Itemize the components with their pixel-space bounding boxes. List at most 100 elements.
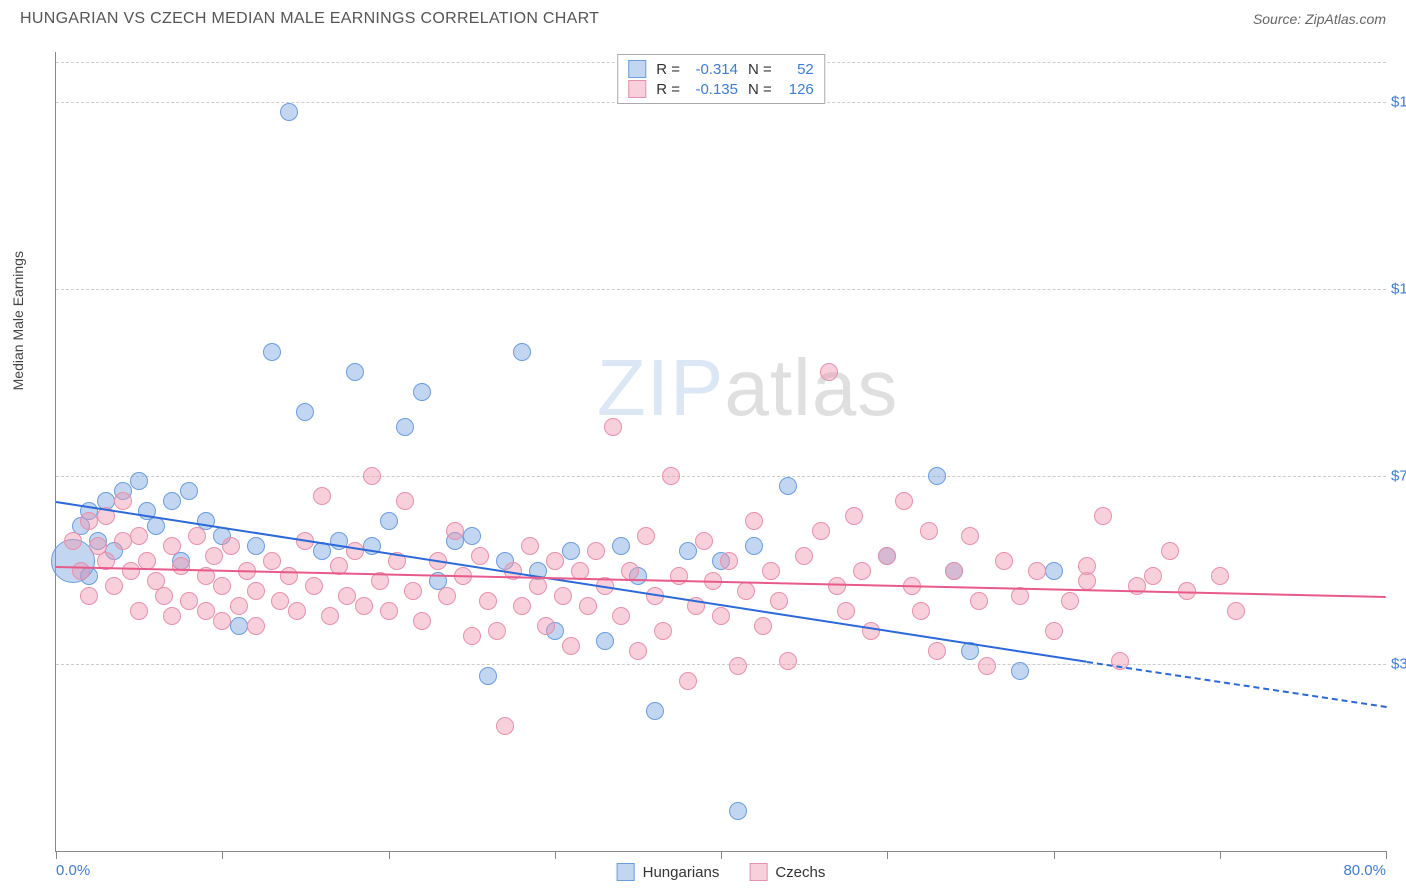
data-point — [1045, 562, 1063, 580]
data-point — [1211, 567, 1229, 585]
data-point — [313, 487, 331, 505]
data-point — [80, 512, 98, 530]
data-point — [64, 532, 82, 550]
data-point — [646, 702, 664, 720]
grid-line — [56, 476, 1386, 477]
data-point — [1078, 557, 1096, 575]
legend-swatch — [749, 863, 767, 881]
data-point — [263, 552, 281, 570]
data-point — [754, 617, 772, 635]
data-point — [1144, 567, 1162, 585]
stats-row: R =-0.314N =52 — [628, 59, 814, 79]
grid-line — [56, 289, 1386, 290]
data-point — [80, 587, 98, 605]
data-point — [213, 612, 231, 630]
stat-r-value: -0.314 — [690, 61, 738, 78]
data-point — [247, 617, 265, 635]
plot-area: ZIPatlas $37,500$75,000$112,500$150,0000… — [56, 52, 1386, 851]
data-point — [338, 587, 356, 605]
x-tick — [555, 851, 556, 859]
data-point — [288, 602, 306, 620]
data-point — [945, 562, 963, 580]
data-point — [479, 667, 497, 685]
data-point — [413, 612, 431, 630]
data-point — [513, 597, 531, 615]
y-tick-label: $150,000 — [1391, 93, 1406, 110]
x-tick — [721, 851, 722, 859]
data-point — [745, 537, 763, 555]
data-point — [654, 622, 672, 640]
watermark-atlas: atlas — [724, 343, 898, 432]
stat-n-label: N = — [748, 61, 772, 78]
data-point — [596, 632, 614, 650]
x-tick — [56, 851, 57, 859]
x-tick — [1054, 851, 1055, 859]
chart-container: Median Male Earnings ZIPatlas $37,500$75… — [55, 52, 1386, 852]
data-point — [396, 418, 414, 436]
data-point — [163, 492, 181, 510]
legend-label: Czechs — [775, 864, 825, 881]
data-point — [114, 532, 132, 550]
stat-r-label: R = — [656, 81, 680, 98]
data-point — [770, 592, 788, 610]
data-point — [629, 642, 647, 660]
data-point — [513, 343, 531, 361]
data-point — [604, 418, 622, 436]
data-point — [795, 547, 813, 565]
data-point — [562, 637, 580, 655]
data-point — [247, 582, 265, 600]
data-point — [820, 363, 838, 381]
data-point — [163, 607, 181, 625]
data-point — [828, 577, 846, 595]
x-tick — [887, 851, 888, 859]
stat-n-value: 52 — [782, 61, 814, 78]
data-point — [463, 627, 481, 645]
data-point — [878, 547, 896, 565]
data-point — [562, 542, 580, 560]
chart-source: Source: ZipAtlas.com — [1253, 11, 1386, 27]
y-tick-label: $75,000 — [1391, 468, 1406, 485]
data-point — [130, 527, 148, 545]
data-point — [720, 552, 738, 570]
data-point — [612, 607, 630, 625]
data-point — [912, 602, 930, 620]
data-point — [155, 587, 173, 605]
data-point — [271, 592, 289, 610]
data-point — [205, 547, 223, 565]
data-point — [1011, 662, 1029, 680]
data-point — [845, 507, 863, 525]
data-point — [296, 403, 314, 421]
data-point — [853, 562, 871, 580]
y-tick-label: $37,500 — [1391, 655, 1406, 672]
data-point — [247, 537, 265, 555]
data-point — [862, 622, 880, 640]
data-point — [637, 527, 655, 545]
legend-swatch — [628, 60, 646, 78]
data-point — [363, 467, 381, 485]
chart-header: HUNGARIAN VS CZECH MEDIAN MALE EARNINGS … — [0, 0, 1406, 36]
data-point — [1094, 507, 1112, 525]
data-point — [1128, 577, 1146, 595]
data-point — [105, 577, 123, 595]
data-point — [346, 363, 364, 381]
data-point — [978, 657, 996, 675]
data-point — [670, 567, 688, 585]
legend-swatch — [628, 80, 646, 98]
data-point — [928, 467, 946, 485]
data-point — [995, 552, 1013, 570]
data-point — [396, 492, 414, 510]
watermark: ZIPatlas — [597, 342, 898, 434]
data-point — [479, 592, 497, 610]
data-point — [380, 512, 398, 530]
data-point — [679, 672, 697, 690]
data-point — [122, 562, 140, 580]
data-point — [662, 467, 680, 485]
data-point — [612, 537, 630, 555]
data-point — [180, 592, 198, 610]
data-point — [213, 577, 231, 595]
data-point — [529, 577, 547, 595]
data-point — [346, 542, 364, 560]
data-point — [180, 482, 198, 500]
legend-bottom: HungariansCzechs — [617, 863, 826, 881]
stats-row: R =-0.135N =126 — [628, 79, 814, 99]
